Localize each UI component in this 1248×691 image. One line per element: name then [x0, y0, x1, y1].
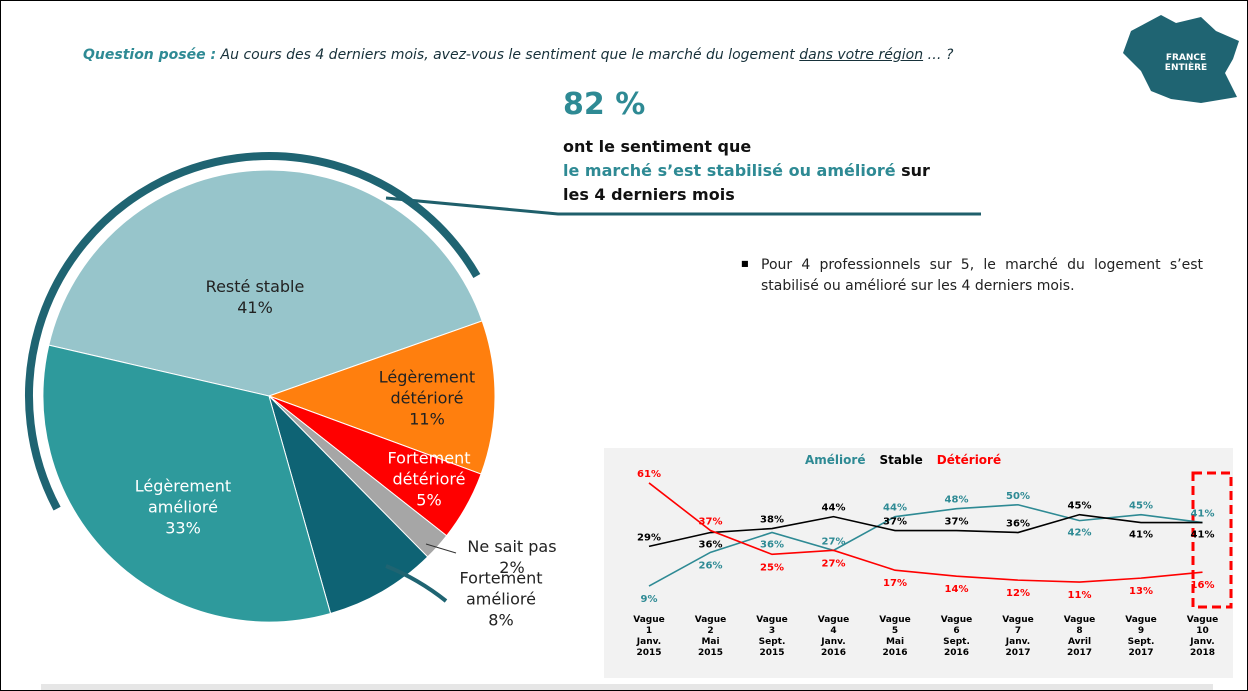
question-text: Au cours des 4 derniers mois, avez-vous …: [220, 47, 795, 63]
small-arc: [385, 564, 448, 603]
data-label: 42%: [1068, 528, 1092, 539]
data-label: 48%: [945, 495, 969, 506]
x-tick-label: Vague 3 Sept. 2015: [756, 615, 788, 658]
key-line: ont le sentiment que: [563, 137, 752, 156]
outer-ring: [25, 152, 481, 511]
data-label: 37%: [945, 517, 969, 528]
pie-label: Fortement amélioré 8%: [436, 568, 566, 631]
data-label: 36%: [1006, 519, 1030, 530]
pie-value: 5%: [416, 490, 442, 510]
question: Question posée : Au cours des 4 derniers…: [83, 45, 1073, 66]
x-tick-label: Vague 4 Janv. 2016: [817, 615, 850, 658]
france-map: [1123, 15, 1239, 103]
pie-label: Légèrement amélioré 33%: [118, 476, 248, 539]
data-label: 14%: [945, 584, 969, 595]
data-label: 44%: [822, 503, 846, 514]
pie-category: Ne sait pas: [467, 537, 557, 556]
question-end: … ?: [927, 47, 954, 63]
data-label: 36%: [699, 540, 723, 551]
key-colored: le marché s’est stabilisé ou amélioré: [563, 161, 896, 180]
data-label: 25%: [760, 562, 784, 573]
data-label: 45%: [1068, 501, 1092, 512]
legend: Amélioré Stable Détérioré: [805, 453, 1015, 467]
data-label: 27%: [822, 536, 846, 547]
data-label: 13%: [1129, 586, 1153, 597]
data-label: 9%: [641, 594, 658, 605]
data-label: 41%: [1191, 530, 1215, 541]
key-text: ont le sentiment que le marché s’est sta…: [563, 135, 993, 207]
data-label: 37%: [883, 517, 907, 528]
data-label: 11%: [1068, 590, 1092, 601]
data-label: 12%: [1006, 588, 1030, 599]
pie-label: Légèrement détérioré 11%: [372, 367, 482, 430]
leader: [425, 543, 457, 554]
question-label: Question posée :: [83, 47, 217, 63]
bullet-text: Pour 4 professionnels sur 5, le marché d…: [761, 257, 1203, 294]
key-end: sur: [901, 161, 930, 180]
bullet-dot: ■: [741, 259, 749, 268]
question-underlined: dans votre région: [799, 47, 924, 63]
data-label: 50%: [1006, 491, 1030, 502]
key-figure: 82 %: [563, 87, 646, 122]
data-label: 61%: [637, 469, 661, 480]
pie-label: Ne sait pas 2%: [462, 536, 562, 578]
pie-category: Légèrement détérioré: [378, 367, 476, 408]
key-line: le marché s’est stabilisé ou amélioré su…: [563, 159, 993, 183]
legend-entry: Amélioré: [805, 453, 866, 467]
pie-category: Resté stable: [205, 277, 305, 296]
x-tick-label: Vague 6 Sept. 2016: [940, 615, 973, 658]
x-tick-label: Vague 8 Avril 2017: [1063, 615, 1096, 658]
x-tick-label: Vague 5 Mai 2016: [879, 615, 911, 658]
data-label: 16%: [1191, 580, 1215, 591]
x-tick-label: Vague 1 Janv. 2015: [633, 615, 665, 658]
data-label: 41%: [1191, 509, 1215, 520]
data-label: 26%: [699, 560, 723, 571]
highlight-box: [1191, 471, 1233, 609]
pie-category: Légèrement amélioré: [134, 476, 232, 517]
key-line: les 4 derniers mois: [563, 185, 735, 204]
data-label: 44%: [883, 503, 907, 514]
data-label: 37%: [699, 517, 723, 528]
data-label: 29%: [637, 532, 661, 543]
pie-category: Fortement amélioré: [459, 568, 543, 609]
line: [648, 513, 1203, 548]
pie-value: 11%: [409, 409, 445, 429]
line: [648, 482, 1203, 583]
pie-value: 41%: [237, 298, 273, 317]
data-label: 27%: [822, 558, 846, 569]
pie-value: 33%: [165, 518, 201, 538]
pie-slice: [268, 395, 429, 615]
pie-label: Resté stable 41%: [190, 276, 320, 318]
connector: [385, 196, 981, 216]
pie-label: Fortement détérioré 5%: [379, 448, 479, 511]
pie-slice: [42, 344, 332, 623]
footer-bar: [41, 684, 1213, 690]
data-label: 41%: [1129, 530, 1153, 541]
x-tick-label: Vague 2 Mai 2015: [694, 615, 727, 658]
data-label: 38%: [760, 515, 784, 526]
data-label: 36%: [760, 540, 784, 551]
data-label: 17%: [883, 578, 907, 589]
x-tick-label: Vague 9 Sept. 2017: [1125, 615, 1157, 658]
line-chart-bg: [604, 448, 1233, 678]
pie-value: 2%: [499, 558, 525, 577]
pie-value: 8%: [488, 610, 514, 630]
map-label: FRANCE ENTIÈRE: [1164, 53, 1208, 73]
legend-entry: Détérioré: [936, 453, 1002, 467]
pie-slice: [267, 320, 496, 475]
pie-slice: [48, 169, 483, 397]
x-tick-label: Vague 10 Janv. 2018: [1186, 615, 1219, 658]
data-label: 45%: [1129, 501, 1153, 512]
x-tick-label: Vague 7 Janv. 2017: [1002, 615, 1034, 658]
pie-category: Fortement détérioré: [387, 448, 471, 489]
legend-entry: Stable: [879, 453, 923, 467]
